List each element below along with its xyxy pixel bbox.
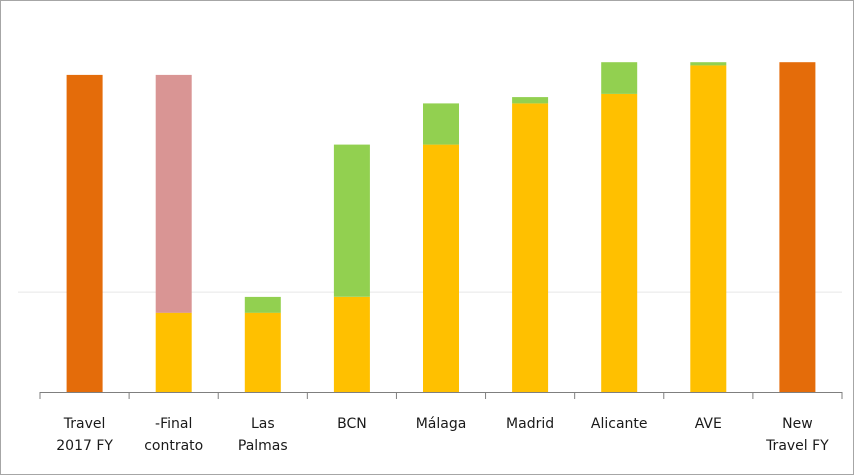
x-tick-label: -Final contrato [144, 416, 203, 454]
x-tick-label: Travel 2017 FY [56, 416, 113, 454]
bar-base-5 [423, 144, 459, 392]
bar-increase-7 [601, 62, 638, 94]
bar-increase-5 [423, 103, 459, 145]
x-axis [39, 392, 843, 399]
x-tick-label: Málaga [416, 416, 467, 432]
x-tick-label: Madrid [506, 416, 554, 432]
bar-increase-8 [690, 62, 727, 66]
bar-base-8 [690, 65, 727, 393]
x-tick-label: Las Palmas [238, 416, 288, 454]
bar-increase-6 [512, 97, 549, 104]
bar-total-9 [779, 62, 816, 392]
bar-base-7 [601, 93, 638, 393]
bars [66, 62, 816, 393]
bar-total-1 [66, 74, 103, 393]
bar-increase-3 [244, 296, 281, 313]
x-tick-label: AVE [695, 416, 722, 432]
x-tick-label: Alicante [591, 416, 648, 432]
bar-base-6 [512, 103, 549, 393]
x-tick-label: New Travel FY [765, 416, 829, 454]
bar-base-4 [333, 296, 370, 392]
bar-decrease-2 [155, 74, 192, 313]
bar-increase-4 [333, 144, 370, 297]
bar-base-2 [155, 312, 192, 392]
x-tick-labels: Travel 2017 FY -Final contrato Las Palmas BCN M… [56, 416, 829, 454]
x-tick-label: BCN [337, 416, 367, 432]
bar-base-3 [244, 312, 281, 392]
